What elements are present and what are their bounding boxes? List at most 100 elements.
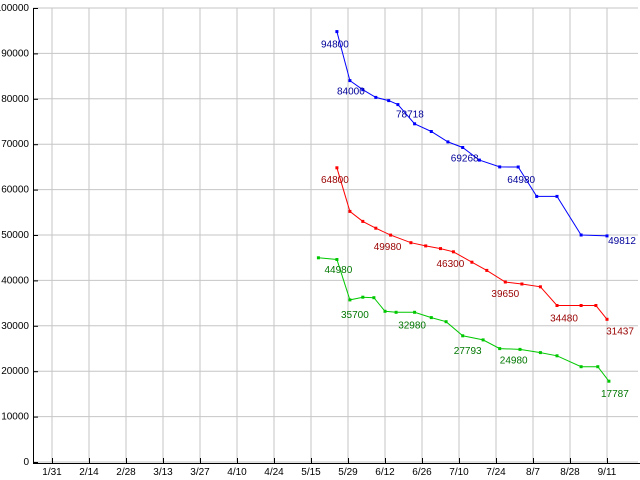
red-series-data-point	[451, 250, 455, 254]
blue-series-data-point	[477, 158, 481, 162]
x-tick-label: 4/10	[227, 467, 247, 478]
green-series-data-point	[429, 316, 433, 320]
x-tick-label: 9/11	[598, 467, 617, 478]
green-series-data-point	[579, 365, 583, 369]
red-series-data-point	[594, 304, 598, 307]
green-series-data-point	[444, 320, 448, 324]
green-series-data-point	[461, 334, 465, 338]
green-series-data-point	[372, 296, 376, 300]
green-series-point-label: 35700	[341, 310, 369, 321]
red-series-data-point	[424, 244, 428, 248]
y-tick-label: 10000	[1, 412, 29, 423]
blue-series-data-point	[446, 140, 450, 144]
green-series-data-point	[335, 258, 339, 261]
red-series-line	[336, 167, 608, 320]
x-tick-label: 4/24	[264, 467, 284, 478]
green-series-data-point	[383, 309, 387, 313]
green-series-point-label: 44980	[324, 265, 352, 276]
red-series-data-point	[520, 282, 524, 286]
green-series-point-label: 27793	[454, 346, 482, 357]
red-series-point-label: 64800	[321, 175, 349, 186]
y-tick-label: 70000	[1, 139, 29, 150]
blue-series-data-point	[555, 194, 559, 198]
green-series-data-point	[555, 354, 559, 358]
red-series-point-label: 34480	[550, 314, 578, 325]
blue-series-data-point	[374, 95, 378, 99]
blue-series-point-label: 69268	[451, 154, 479, 165]
green-series-data-point	[518, 347, 522, 351]
red-series-data-point	[555, 304, 559, 307]
y-tick-label: 100000	[0, 3, 29, 14]
red-series-data-point	[605, 317, 609, 321]
red-series-data-point	[439, 247, 442, 251]
red-series-data-point	[579, 304, 583, 307]
x-tick-label: 7/24	[486, 467, 506, 478]
green-series-point-label: 24980	[500, 356, 528, 367]
green-series-data-point	[481, 338, 485, 342]
y-tick-label: 30000	[1, 321, 29, 332]
x-tick-label: 3/13	[153, 467, 173, 478]
red-series-data-point	[485, 268, 489, 272]
blue-series-data-point	[535, 194, 539, 198]
blue-series-data-point	[335, 30, 339, 34]
y-tick-label: 60000	[1, 185, 29, 196]
red-series-data-point	[503, 280, 507, 284]
green-series-data-point	[413, 310, 417, 314]
green-series-data-point	[394, 310, 398, 314]
blue-series-point-label: 64980	[507, 175, 535, 186]
y-tick-label: 20000	[1, 366, 29, 377]
green-series-data-point	[361, 295, 365, 299]
x-tick-label: 2/28	[116, 467, 136, 478]
red-series-data-point	[470, 260, 474, 264]
blue-series-point-label: 94800	[321, 40, 349, 51]
blue-series-point-label: 49812	[608, 236, 636, 247]
blue-series-data-point	[361, 88, 365, 92]
y-tick-label: 80000	[1, 94, 29, 105]
blue-series-data-point	[579, 233, 583, 237]
blue-series-data-point	[387, 99, 391, 103]
y-tick-label: 90000	[1, 48, 29, 59]
red-series-point-label: 39650	[491, 289, 519, 300]
blue-series-data-point	[348, 79, 352, 83]
green-series-data-point	[498, 347, 502, 351]
green-series-data-point	[596, 365, 600, 369]
red-series-data-point	[361, 219, 365, 223]
x-tick-label: 5/15	[301, 467, 321, 478]
y-tick-label: 0	[23, 457, 29, 468]
blue-series-data-point	[413, 122, 417, 126]
blue-series-data-point	[429, 130, 433, 133]
x-tick-label: 2/14	[79, 467, 99, 478]
green-series-data-point	[607, 379, 611, 383]
red-series-point-label: 49980	[374, 242, 402, 253]
green-series-point-label: 17787	[601, 389, 629, 400]
x-tick-label: 3/27	[190, 467, 210, 478]
blue-series-data-point	[516, 165, 520, 169]
green-series-point-label: 32980	[398, 320, 426, 331]
x-tick-label: 7/10	[449, 467, 469, 478]
blue-series-data-point	[498, 165, 502, 169]
x-tick-label: 8/7	[526, 467, 540, 478]
red-series-data-point	[409, 241, 413, 245]
blue-series-data-point	[396, 103, 400, 107]
blue-series-data-point	[461, 146, 465, 149]
green-series-data-point	[348, 298, 352, 302]
x-tick-label: 6/12	[375, 467, 395, 478]
red-series-data-point	[538, 285, 542, 289]
x-tick-label: 8/28	[560, 467, 580, 478]
red-series-data-point	[389, 233, 393, 237]
y-tick-label: 40000	[1, 275, 29, 286]
x-tick-label: 6/26	[412, 467, 432, 478]
green-series-data-point	[538, 351, 542, 355]
blue-series-data-point	[605, 234, 609, 238]
blue-series-point-label: 78718	[396, 110, 424, 121]
red-series-point-label: 46300	[436, 259, 464, 270]
red-series-data-point	[348, 209, 352, 213]
red-series-point-label: 31437	[606, 326, 634, 337]
green-series-data-point	[316, 256, 320, 260]
blue-series-point-label: 84000	[337, 87, 365, 98]
x-tick-label: 5/29	[338, 467, 358, 478]
x-tick-label: 1/31	[42, 467, 62, 478]
